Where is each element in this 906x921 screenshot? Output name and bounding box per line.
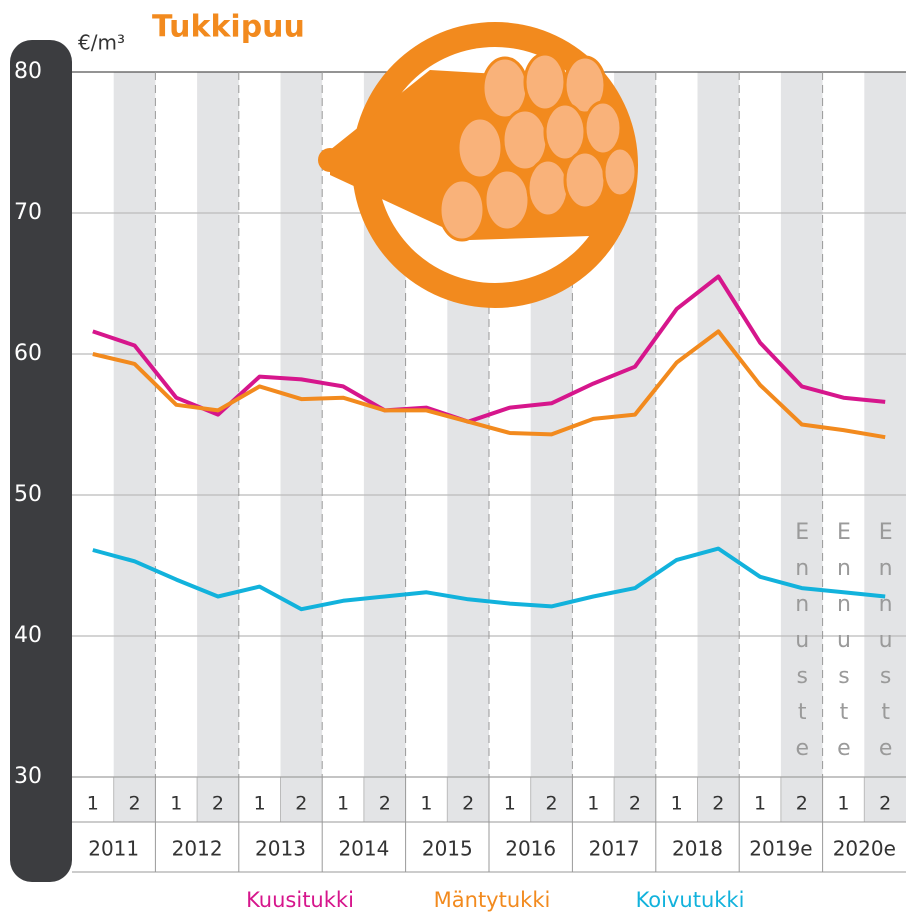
y-axis-band	[10, 40, 72, 882]
x-tick-label: 1	[504, 793, 516, 815]
x-tick-label: 2	[796, 793, 808, 815]
year-label: 2016	[505, 837, 556, 861]
year-label: 2012	[172, 837, 223, 861]
x-tick-label: 2	[129, 793, 141, 815]
x-tick-label: 2	[546, 793, 558, 815]
x-tick-label: 1	[837, 793, 849, 815]
y-axis-unit: €/m³	[78, 31, 125, 55]
x-tick-label: 1	[170, 793, 182, 815]
legend-label: Koivutukki	[636, 888, 745, 912]
x-tick-label: 2	[712, 793, 724, 815]
x-tick-label: 1	[420, 793, 432, 815]
y-tick-label: 50	[14, 482, 42, 507]
forecast-label: Ennuste	[873, 520, 898, 772]
x-tick-label: 2	[629, 793, 641, 815]
x-tick-label: 2	[462, 793, 474, 815]
x-tick-label: 2	[879, 793, 891, 815]
y-tick-label: 30	[14, 764, 42, 789]
x-tick-label: 1	[87, 793, 99, 815]
x-tick-label: 2	[295, 793, 307, 815]
year-label: 2013	[255, 837, 306, 861]
x-tick-label: 1	[671, 793, 683, 815]
year-label: 2019e	[749, 837, 812, 861]
forecast-label: Ennuste	[831, 520, 856, 772]
x-tick-label: 1	[754, 793, 766, 815]
year-label: 2014	[338, 837, 389, 861]
column-shade	[281, 72, 323, 822]
year-label: 2015	[422, 837, 473, 861]
year-label: 2018	[672, 837, 723, 861]
legend-label: Kuusitukki	[246, 888, 354, 912]
year-label: 2011	[88, 837, 139, 861]
column-shade	[114, 72, 156, 822]
y-tick-label: 80	[14, 59, 42, 84]
y-tick-label: 40	[14, 623, 42, 648]
x-tick-label: 2	[212, 793, 224, 815]
forecast-label: Ennuste	[790, 520, 815, 772]
y-tick-label: 70	[14, 200, 42, 225]
chart: €/m³ Tukkipuu 30 40 50 60 70 80 1 2 1 2 1 2 1 2 1 2 1 2 1 2…	[0, 0, 906, 917]
y-tick-label: 60	[14, 341, 42, 366]
year-label: 2020e	[833, 837, 896, 861]
column-shade	[698, 72, 740, 822]
chart-title: Tukkipuu	[152, 10, 305, 45]
x-tick-label: 1	[254, 793, 266, 815]
year-label: 2017	[589, 837, 640, 861]
x-tick-label: 2	[379, 793, 391, 815]
x-tick-label: 1	[587, 793, 599, 815]
legend-label: Mäntytukki	[434, 888, 551, 912]
x-tick-label: 1	[337, 793, 349, 815]
column-shade	[197, 72, 239, 822]
